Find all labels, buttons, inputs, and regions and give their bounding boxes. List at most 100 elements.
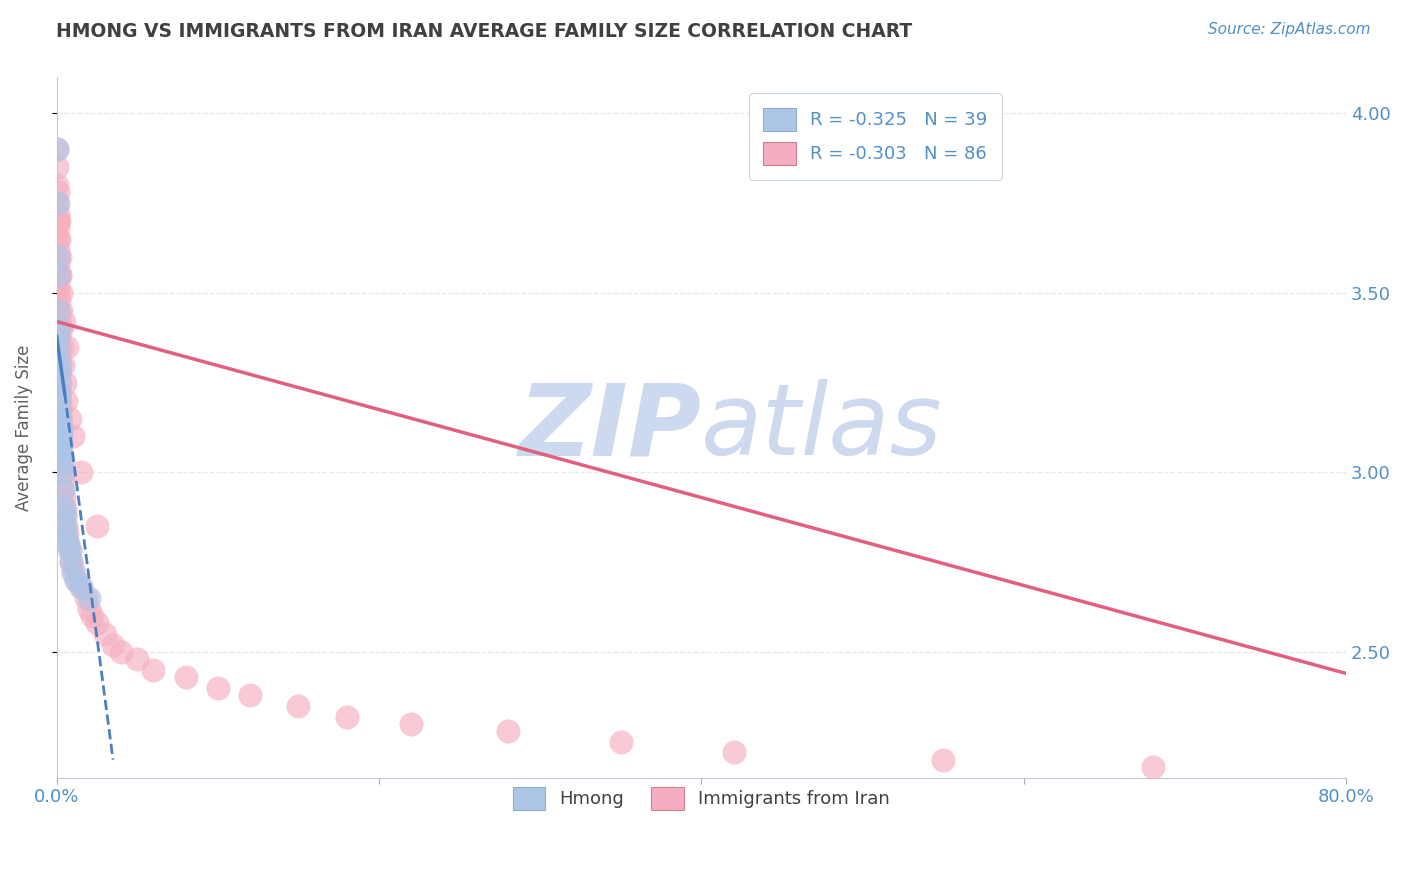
Point bbox=[48, 351, 70, 365]
Point bbox=[46, 196, 69, 211]
Point bbox=[77, 602, 100, 616]
Point bbox=[127, 652, 149, 666]
Point bbox=[53, 508, 76, 523]
Point bbox=[48, 303, 70, 318]
Point bbox=[49, 411, 72, 425]
Point bbox=[62, 429, 84, 443]
Point bbox=[52, 466, 75, 480]
Point bbox=[51, 429, 73, 443]
Point bbox=[60, 555, 83, 569]
Point bbox=[51, 322, 73, 336]
Point bbox=[53, 376, 76, 390]
Point bbox=[49, 436, 72, 450]
Point bbox=[101, 638, 124, 652]
Point bbox=[46, 221, 69, 235]
Point bbox=[48, 393, 70, 408]
Point bbox=[49, 268, 72, 282]
Point bbox=[48, 401, 70, 415]
Point bbox=[52, 483, 75, 498]
Point bbox=[48, 285, 70, 300]
Point bbox=[49, 436, 72, 450]
Point bbox=[49, 422, 72, 436]
Point bbox=[46, 322, 69, 336]
Point bbox=[49, 401, 72, 415]
Point bbox=[110, 645, 132, 659]
Point bbox=[46, 268, 69, 282]
Point bbox=[46, 207, 69, 221]
Point bbox=[46, 196, 69, 211]
Text: atlas: atlas bbox=[702, 379, 943, 476]
Point bbox=[69, 466, 91, 480]
Point bbox=[65, 573, 87, 587]
Point bbox=[69, 580, 91, 594]
Point bbox=[46, 257, 69, 271]
Point bbox=[52, 483, 75, 498]
Point bbox=[496, 723, 519, 738]
Point bbox=[46, 250, 69, 264]
Point bbox=[56, 537, 79, 551]
Point bbox=[52, 358, 75, 372]
Point bbox=[48, 329, 70, 343]
Point bbox=[51, 454, 73, 468]
Point bbox=[69, 580, 91, 594]
Point bbox=[56, 526, 79, 541]
Point bbox=[51, 447, 73, 461]
Point bbox=[52, 466, 75, 480]
Text: Source: ZipAtlas.com: Source: ZipAtlas.com bbox=[1208, 22, 1371, 37]
Point bbox=[49, 376, 72, 390]
Point bbox=[46, 329, 69, 343]
Point bbox=[287, 698, 309, 713]
Point bbox=[49, 429, 72, 443]
Text: HMONG VS IMMIGRANTS FROM IRAN AVERAGE FAMILY SIZE CORRELATION CHART: HMONG VS IMMIGRANTS FROM IRAN AVERAGE FA… bbox=[56, 22, 912, 41]
Point bbox=[86, 519, 108, 533]
Point bbox=[55, 393, 77, 408]
Point bbox=[1142, 760, 1164, 774]
Point bbox=[48, 347, 70, 361]
Point bbox=[142, 663, 165, 677]
Point bbox=[49, 447, 72, 461]
Point bbox=[51, 340, 73, 354]
Point bbox=[56, 340, 79, 354]
Point bbox=[239, 688, 262, 702]
Point bbox=[60, 555, 83, 569]
Point bbox=[48, 365, 70, 379]
Point bbox=[48, 376, 70, 390]
Point bbox=[55, 519, 77, 533]
Point bbox=[46, 303, 69, 318]
Point bbox=[399, 716, 422, 731]
Point bbox=[48, 365, 70, 379]
Point bbox=[62, 562, 84, 576]
Point bbox=[48, 386, 70, 401]
Point bbox=[48, 340, 70, 354]
Legend: Hmong, Immigrants from Iran: Hmong, Immigrants from Iran bbox=[498, 772, 904, 824]
Point bbox=[610, 734, 633, 748]
Point bbox=[207, 681, 229, 695]
Point bbox=[46, 142, 69, 156]
Point bbox=[53, 501, 76, 516]
Point bbox=[51, 458, 73, 473]
Point bbox=[49, 303, 72, 318]
Point bbox=[48, 232, 70, 246]
Point bbox=[65, 573, 87, 587]
Point bbox=[52, 491, 75, 505]
Point bbox=[48, 358, 70, 372]
Point bbox=[80, 609, 103, 624]
Point bbox=[46, 160, 69, 174]
Point bbox=[48, 315, 70, 329]
Point bbox=[46, 340, 69, 354]
Point bbox=[48, 250, 70, 264]
Point bbox=[55, 530, 77, 544]
Point bbox=[46, 243, 69, 257]
Point bbox=[48, 278, 70, 293]
Point bbox=[52, 315, 75, 329]
Point bbox=[52, 501, 75, 516]
Point bbox=[52, 473, 75, 487]
Point bbox=[48, 322, 70, 336]
Point bbox=[55, 508, 77, 523]
Point bbox=[58, 544, 80, 558]
Point bbox=[46, 186, 69, 200]
Point bbox=[723, 746, 745, 760]
Point bbox=[46, 250, 69, 264]
Point bbox=[58, 411, 80, 425]
Point bbox=[51, 447, 73, 461]
